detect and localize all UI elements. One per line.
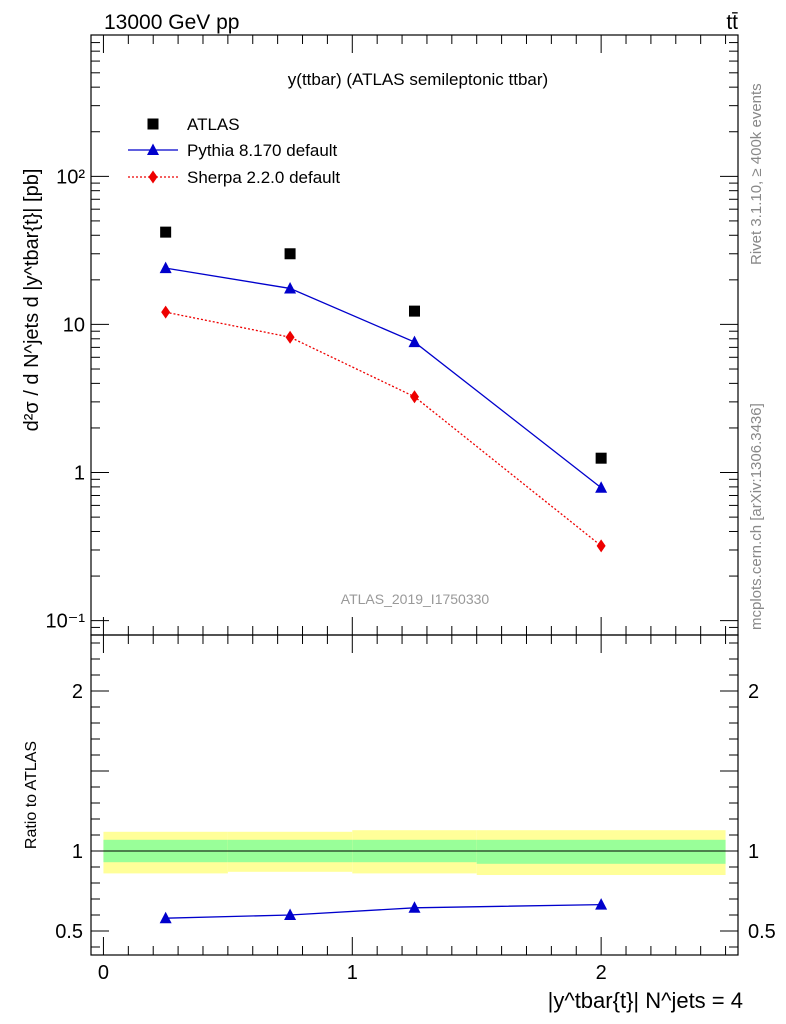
ratio-y-tick-label-right: 2 — [748, 681, 759, 703]
main-y-tick-label: 10² — [56, 166, 85, 188]
data-point — [284, 248, 296, 260]
legend-marker — [148, 170, 158, 184]
main-y-tick-label: 10⁻¹ — [46, 611, 86, 633]
energy-label: 13000 GeV pp — [104, 11, 239, 34]
legend: ATLAS Pythia 8.170 default Sherpa 2.2.0 de… — [128, 115, 340, 187]
series-line — [165, 267, 602, 489]
legend-marker — [147, 143, 159, 155]
series-atlas — [160, 226, 607, 464]
data-point — [160, 226, 172, 238]
data-point — [595, 481, 608, 493]
main-y-tick-label: 10 — [63, 314, 85, 336]
ratio-y-axis-label: Ratio to ATLAS — [23, 741, 40, 849]
data-point — [161, 305, 171, 319]
ratio-panel: Ratio to ATLAS |y^tbar{t}| N^jets = 4 0.… — [23, 634, 776, 1013]
ratio-frame — [90, 634, 739, 956]
ratio-point — [595, 898, 608, 910]
legend-marker — [147, 118, 159, 130]
ratio-point — [159, 911, 172, 924]
main-title: y(ttbar) (ATLAS semileptonic ttbar) — [288, 70, 548, 89]
data-point — [410, 390, 419, 404]
data-point — [159, 261, 172, 274]
uncertainty-band-inner — [476, 839, 726, 864]
data-point — [408, 335, 421, 348]
analysis-id: ATLAS_2019_I1750330 — [341, 591, 490, 607]
main-y-tick-label: 1 — [74, 463, 85, 485]
legend-label: Pythia 8.170 default — [187, 141, 338, 160]
ratio-y-tick-label: 1 — [72, 841, 83, 863]
data-point — [595, 452, 607, 464]
x-tick-label: 0 — [98, 962, 109, 984]
ratio-y-tick-label-right: 1 — [748, 841, 759, 863]
data-point — [409, 305, 420, 317]
legend-label: Sherpa 2.2.0 default — [187, 168, 340, 187]
series-line — [165, 311, 602, 547]
ratio-point — [408, 901, 421, 913]
ratio-y-tick-label: 0.5 — [55, 921, 83, 943]
x-tick-label: 1 — [347, 962, 358, 984]
ratio-y-tick-label-right: 0.5 — [748, 921, 776, 943]
process-label: tt̄ — [726, 11, 738, 34]
ratio-y-tick-label: 2 — [72, 681, 83, 703]
series-sherpa-2-2-0-default — [161, 305, 606, 553]
legend-label: ATLAS — [187, 115, 240, 134]
data-point — [596, 539, 606, 553]
ratio-point — [284, 908, 297, 920]
mcplots-label: mcplots.cern.ch [arXiv:1306.3436] — [748, 403, 765, 630]
data-point — [285, 330, 295, 344]
ratio-line — [165, 903, 602, 919]
data-point — [284, 281, 297, 294]
main-panel: y(ttbar) (ATLAS semileptonic ttbar) ATLA… — [21, 34, 739, 636]
rivet-label: Rivet 3.1.10, ≥ 400k events — [748, 83, 765, 265]
main-y-axis-label: d²σ / d N^jets d |y^tbar{t}| [pb] — [21, 169, 43, 432]
x-tick-label: 2 — [596, 962, 607, 984]
x-axis-label: |y^tbar{t}| N^jets = 4 — [548, 988, 743, 1013]
ratio-series-pythia-8-170-default — [159, 898, 608, 924]
series-pythia-8-170-default — [159, 261, 608, 493]
